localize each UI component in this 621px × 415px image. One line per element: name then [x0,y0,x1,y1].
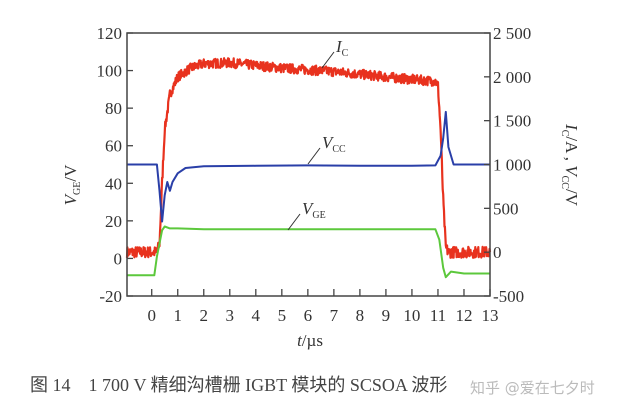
watermark: 知乎 @爱在七夕时 [470,379,595,397]
series-line-vcc [127,110,490,223]
y-right-tick-label: 1 000 [493,156,531,175]
y-axis-right-label: IC/A , VCC/V [559,123,581,207]
y-right-tick-label: 500 [493,199,519,218]
x-tick-label: 5 [278,306,287,325]
x-tick-label: 7 [330,306,339,325]
x-tick-label: 0 [147,306,156,325]
figure-caption: 图 14 1 700 V 精细沟槽栅 IGBT 模块的 SCSOA 波形 [30,375,447,395]
y-right-tick-label: -500 [493,287,524,306]
x-tick-label: 12 [455,306,472,325]
y-right-tick-label: 2 500 [493,24,531,43]
x-axis-label: t/µs [297,331,323,350]
y-left-tick-label: 80 [105,99,122,118]
y-left-tick-label: -20 [99,287,122,306]
y-left-tick-label: 60 [105,137,122,156]
y-left-tick-label: 40 [105,174,122,193]
y-right-tick-label: 2 000 [493,68,531,87]
x-tick-label: 3 [226,306,235,325]
x-tick-label: 10 [403,306,420,325]
y-left-tick-label: 120 [97,24,123,43]
svg-text:IC: IC [335,37,349,59]
x-tick-label: 11 [430,306,446,325]
annotation-vcc: VCC [307,133,346,165]
series-line-ic [125,57,492,259]
x-tick-label: 8 [356,306,365,325]
svg-text:VCC: VCC [322,133,346,155]
y-left-tick-label: 0 [114,249,123,268]
y-left-tick-label: 20 [105,212,122,231]
plot-lines [125,57,492,279]
y-right-tick-label: 1 500 [493,112,531,131]
svg-text:VGE: VGE [302,199,326,221]
x-tick-label: 2 [200,306,209,325]
x-tick-label: 6 [304,306,313,325]
y-axis-left-label: VGE/V [61,164,83,205]
annotation-vge: VGE [287,199,326,231]
annotation-ic: IC [321,37,349,69]
series-line-vge [127,225,491,279]
x-tick-label: 1 [173,306,182,325]
x-tick-label: 4 [252,306,261,325]
y-right-tick-label: 0 [493,243,502,262]
y-left-tick-label: 100 [97,62,123,81]
x-tick-label: 13 [482,306,499,325]
x-tick-label: 9 [382,306,391,325]
ticks: 0 1 2 3 4 5 6 7 8 9 10 11 12 13-20020406080100120-500… [97,24,532,325]
